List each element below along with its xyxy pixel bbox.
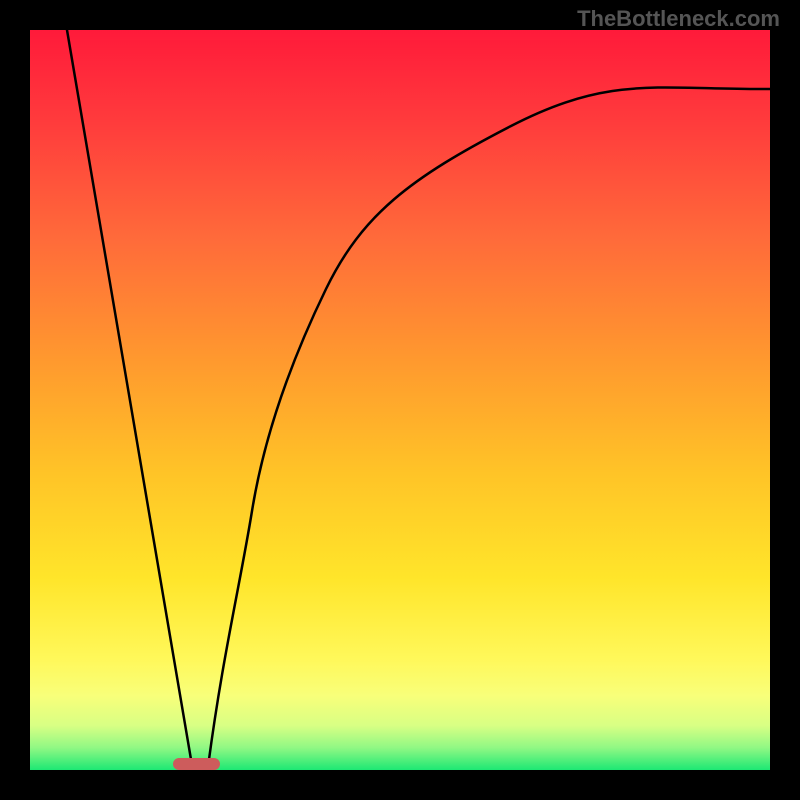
plot-area	[30, 30, 770, 770]
chart-container: TheBottleneck.com	[0, 0, 800, 800]
watermark-text: TheBottleneck.com	[577, 6, 780, 32]
gradient-background	[30, 30, 770, 770]
minimum-marker	[173, 758, 220, 770]
